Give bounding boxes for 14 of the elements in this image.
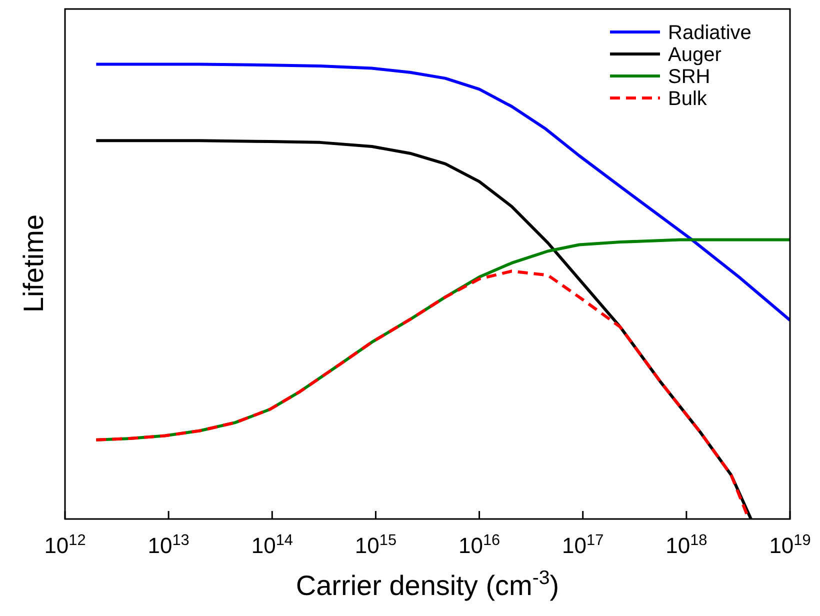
x-tick-label: 10$^{13}$	[148, 532, 190, 558]
x-tick-label: 10$^{12}$	[44, 532, 86, 558]
x-axis-title: Carrier density (cm$^{-3}$)	[296, 567, 560, 601]
x-tick-label: 10$^{19}$	[769, 532, 811, 558]
legend-label: SRH	[668, 66, 710, 88]
x-tick-label: 10$^{16}$	[458, 532, 500, 558]
x-tick-label: 10$^{15}$	[354, 532, 397, 558]
y-axis-title: Lifetime	[18, 214, 49, 313]
x-tick-label: 10$^{17}$	[562, 532, 604, 558]
legend-label: Bulk	[668, 88, 708, 110]
legend-label: Auger	[668, 44, 722, 66]
x-tick-label: 10$^{14}$	[251, 532, 294, 558]
x-tick-label: 10$^{18}$	[666, 532, 708, 558]
legend-label: Radiative	[668, 22, 752, 44]
